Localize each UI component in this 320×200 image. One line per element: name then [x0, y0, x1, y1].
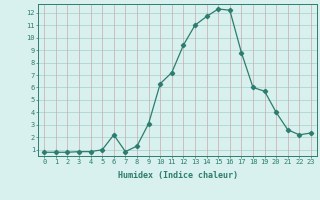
X-axis label: Humidex (Indice chaleur): Humidex (Indice chaleur)	[118, 171, 238, 180]
